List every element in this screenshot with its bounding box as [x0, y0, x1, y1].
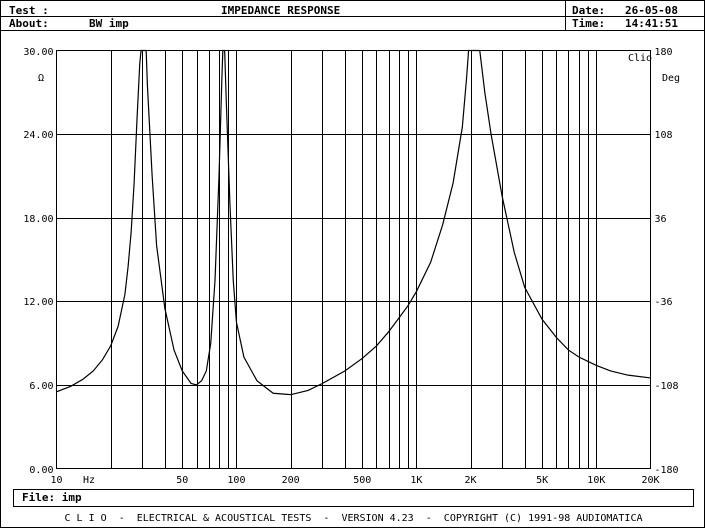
y-axis-unit: Ω	[38, 73, 44, 84]
footer-copyright: C L I O - ELECTRICAL & ACOUSTICAL TESTS …	[64, 513, 643, 524]
y2-tick-label: 180	[655, 47, 673, 58]
file-label: File:	[22, 491, 56, 504]
y2-tick-label: -180	[655, 465, 679, 476]
clio-brand-label: Clio	[628, 53, 652, 64]
impedance-chart: 0.00 -180 6.00 -108 12.00 -36 18.00 36 24.00 108 3…	[23, 47, 680, 486]
x-tick-label: 50	[176, 475, 188, 486]
tick-labels: 0.00 -180 6.00 -108 12.00 -36 18.00 36 24.00 108 3…	[23, 47, 678, 486]
grid	[56, 50, 651, 469]
y2-axis-unit: Deg	[662, 73, 680, 84]
y-tick-label: 0.00	[29, 465, 53, 476]
y2-tick-label: 108	[655, 130, 673, 141]
y2-tick-label: -36	[655, 297, 673, 308]
y-tick-label: 24.00	[23, 130, 53, 141]
about-value: BW imp	[89, 17, 129, 30]
x-tick-label: 5K	[536, 475, 548, 486]
plot-border	[56, 50, 651, 469]
x-tick-label: 20K	[641, 475, 659, 486]
x-tick-label: 100	[227, 475, 245, 486]
about-label: About:	[9, 17, 49, 30]
y-tick-label: 18.00	[23, 214, 53, 225]
x-tick-label: 2K	[465, 475, 477, 486]
y-tick-label: 6.00	[29, 381, 53, 392]
header-column-divider	[565, 1, 566, 30]
impedance-curve	[56, 49, 651, 396]
time-value: 14:41:51	[625, 17, 678, 30]
date-label: Date:	[572, 4, 606, 17]
header-divider	[1, 16, 704, 17]
header-bottom-border	[1, 30, 704, 31]
y2-tick-label: 36	[655, 214, 667, 225]
time-label: Time:	[572, 17, 606, 30]
file-box: File: imp	[13, 489, 694, 507]
y2-tick-label: -108	[655, 381, 679, 392]
x-tick-label: 10	[50, 475, 62, 486]
x-axis-unit: Hz	[83, 475, 95, 486]
y-tick-label: 30.00	[23, 47, 53, 58]
file-name: imp	[61, 491, 82, 504]
x-tick-label: 200	[282, 475, 300, 486]
y-tick-label: 12.00	[23, 297, 53, 308]
test-label: Test :	[9, 4, 49, 17]
x-tick-label: 10K	[587, 475, 605, 486]
test-title: IMPEDANCE RESPONSE	[221, 4, 341, 17]
x-tick-label: 1K	[410, 475, 422, 486]
file-info: File: imp	[22, 491, 82, 504]
date-value: 26-05-08	[625, 4, 678, 17]
x-tick-label: 500	[353, 475, 371, 486]
